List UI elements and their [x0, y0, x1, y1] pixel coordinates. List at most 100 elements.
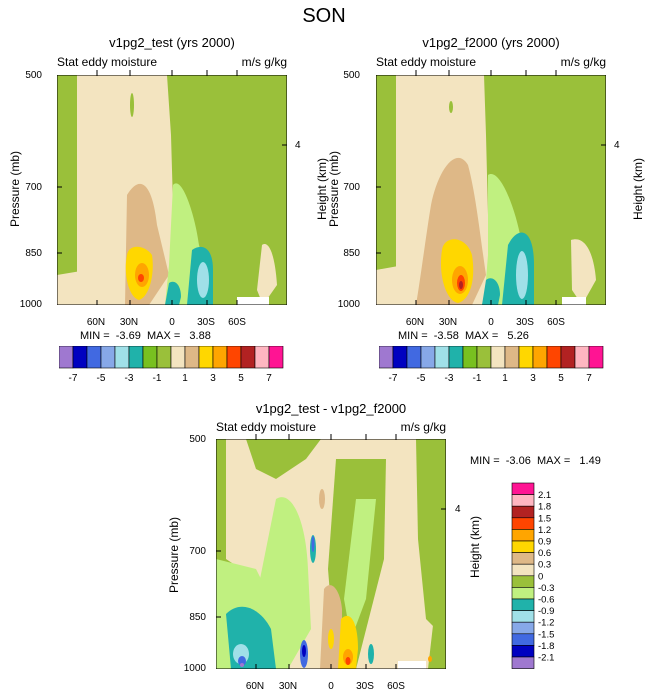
y-tick-label: 700	[25, 182, 42, 193]
x-tick-label: 30S	[356, 681, 374, 692]
y-tick-label: 850	[343, 248, 360, 259]
panel-title: v1pg2_f2000 (yrs 2000)	[422, 35, 560, 50]
colorbar-swatch	[511, 563, 535, 577]
contour-fill	[344, 499, 376, 639]
x-tick-label: 30S	[516, 317, 534, 328]
colorbar-swatch	[212, 345, 228, 369]
colorbar-swatch	[511, 656, 535, 669]
contour-fill	[516, 251, 528, 299]
colorbar-swatch	[462, 345, 478, 369]
x-tick-label: 0	[169, 317, 175, 328]
colorbar-vertical: 2.11.81.51.20.90.60.30-0.3-0.6-0.9-1.2-1…	[511, 482, 554, 669]
colorbar-swatch	[100, 345, 116, 369]
missing-data	[562, 297, 586, 305]
colorbar-swatch	[511, 482, 535, 495]
colorbar-label: -7	[69, 373, 78, 384]
y-tick-label: 1000	[19, 299, 42, 310]
colorbar-label: 1	[502, 373, 508, 384]
top-ticks	[96, 70, 238, 76]
contour-fill	[428, 656, 432, 662]
colorbar-swatch	[490, 345, 506, 369]
colorbar-swatch	[511, 598, 535, 611]
contour-fill	[482, 278, 500, 305]
min-max-label: MIN = -3.06 MAX = 1.49	[470, 455, 601, 467]
colorbar-swatch	[254, 345, 270, 369]
colorbar-labels: -7 -5 -3 -1 1 3 5 7	[389, 373, 593, 384]
colorbar-label: 0.6	[538, 548, 551, 559]
contour-fill	[571, 239, 596, 305]
y-tick-label: 700	[343, 182, 360, 193]
colorbar-swatch	[511, 552, 535, 565]
colorbar-label: 1.2	[538, 525, 551, 536]
colorbar-swatch	[170, 345, 186, 369]
colorbar-swatch	[420, 345, 436, 369]
y-ticks	[57, 144, 287, 254]
colorbar-label: -1.8	[538, 641, 554, 652]
height-tick-label: 4	[614, 140, 620, 151]
colorbar-swatch	[546, 345, 562, 369]
colorbar-swatch	[268, 345, 284, 369]
colorbar-label: 1.5	[538, 513, 551, 524]
panel-subtitle-right: m/s g/kg	[241, 55, 287, 69]
contour-fill	[319, 489, 325, 509]
colorbar-swatch	[511, 529, 535, 542]
top-ticks	[415, 70, 557, 76]
colorbar-swatch	[378, 345, 394, 369]
contour-fill	[302, 645, 306, 657]
colorbar-label: -1.5	[538, 629, 554, 640]
x-tick-label: 30N	[278, 681, 298, 692]
y-axis-label: Pressure (mb)	[167, 517, 181, 594]
colorbar-swatch	[511, 587, 535, 600]
colorbar: -7 -5 -3 -1 1 3 5 7	[58, 345, 285, 391]
colorbar-swatch	[128, 345, 144, 369]
y-tick-label: 850	[189, 612, 206, 623]
x-ticks	[96, 300, 238, 305]
colorbar-swatch	[574, 345, 590, 369]
y-tick-label: 1000	[183, 663, 206, 674]
colorbar-label: -0.6	[538, 595, 554, 606]
colorbar-label: -0.9	[538, 606, 554, 617]
contour-fill	[328, 629, 334, 649]
contour-plot	[216, 439, 446, 669]
colorbar-label: 1.8	[538, 502, 551, 513]
x-tick-label: 0	[328, 681, 334, 692]
x-tick-label: 60N	[405, 317, 425, 328]
colorbar-label: 2.1	[538, 490, 551, 501]
contour-plot	[57, 75, 287, 305]
colorbar-labels: 2.11.81.51.20.90.60.30-0.3-0.6-0.9-1.2-1…	[538, 490, 554, 663]
y-tick-label: 700	[189, 546, 206, 557]
x-tick-label: 30S	[197, 317, 215, 328]
colorbar-swatch	[240, 345, 256, 369]
colorbar-labels: -7 -5 -3 -1 1 3 5 7	[69, 373, 273, 384]
colorbar-swatch	[142, 345, 158, 369]
colorbar-swatch	[58, 345, 74, 369]
height-tick-label: 4	[455, 504, 461, 515]
colorbar-swatches	[511, 482, 535, 669]
colorbar-label: 7	[266, 373, 272, 384]
min-max-label: MIN = -3.58 MAX = 5.26	[398, 330, 529, 342]
colorbar: -7 -5 -3 -1 1 3 5 7	[378, 345, 605, 391]
colorbar-label: -1.2	[538, 618, 554, 629]
contour-fill	[338, 615, 358, 669]
colorbar-swatch	[511, 494, 535, 507]
figure-title: SON	[302, 5, 346, 27]
colorbar-swatch	[511, 575, 535, 588]
contour-fill	[376, 265, 426, 305]
x-tick-label: 60S	[387, 681, 405, 692]
colorbar-label: -3	[125, 373, 134, 384]
contour-fill	[416, 439, 446, 639]
colorbar-label: 0.9	[538, 537, 551, 548]
colorbar-swatch	[504, 345, 520, 369]
colorbar-swatch	[156, 345, 172, 369]
contour-plot	[376, 75, 606, 305]
colorbar-swatch	[476, 345, 492, 369]
colorbar-swatch	[184, 345, 200, 369]
colorbar-swatches	[378, 345, 604, 369]
y-axis-label-right: Height (km)	[468, 516, 482, 579]
colorbar-label: -1	[473, 373, 482, 384]
colorbar-label: -5	[97, 373, 106, 384]
panel-title: v1pg2_test (yrs 2000)	[109, 35, 235, 50]
contour-fill	[130, 93, 134, 117]
colorbar-swatch	[518, 345, 534, 369]
colorbar: 2.1 1.8 1.5 1.2 0.9 0.6 0.3 0 -0.3 -0.6 -0.9 -1.2 -1…	[510, 482, 570, 677]
